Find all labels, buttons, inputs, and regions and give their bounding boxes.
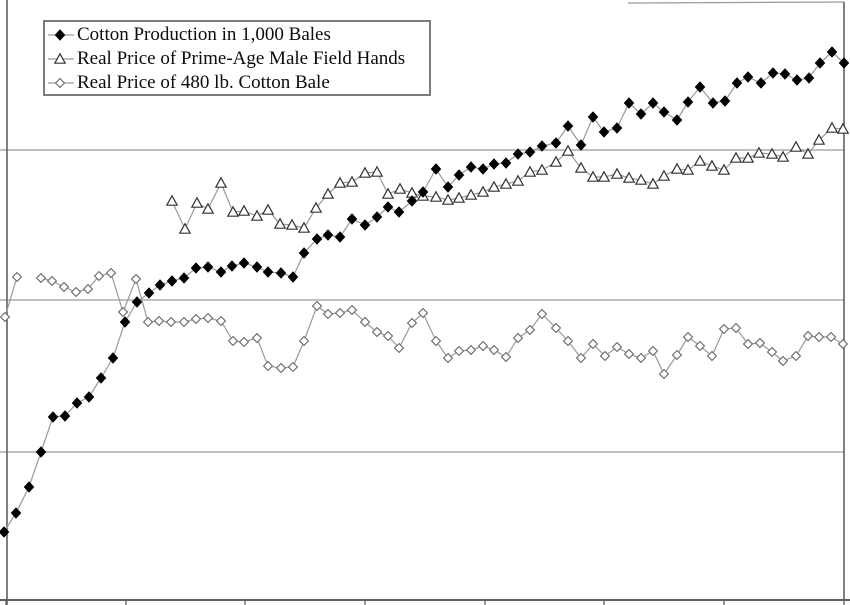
series-filled-diamond bbox=[0, 46, 850, 538]
open-triangle-icon bbox=[48, 52, 74, 64]
legend-item: Real Price of Prime-Age Male Field Hands bbox=[45, 47, 429, 71]
series-open-triangle bbox=[165, 121, 850, 234]
legend-label: Real Price of Prime-Age Male Field Hands bbox=[77, 48, 406, 69]
legend-item: Real Price of 480 lb. Cotton Bale bbox=[45, 71, 429, 95]
legend: Cotton Production in 1,000 Bales Real Pr… bbox=[43, 20, 431, 96]
filled-diamond-icon bbox=[48, 29, 74, 41]
legend-label: Cotton Production in 1,000 Bales bbox=[77, 24, 331, 45]
open-diamond-icon bbox=[48, 77, 74, 89]
legend-item: Cotton Production in 1,000 Bales bbox=[45, 23, 429, 47]
series-open-diamond bbox=[0, 267, 849, 380]
legend-label: Real Price of 480 lb. Cotton Bale bbox=[77, 72, 330, 93]
